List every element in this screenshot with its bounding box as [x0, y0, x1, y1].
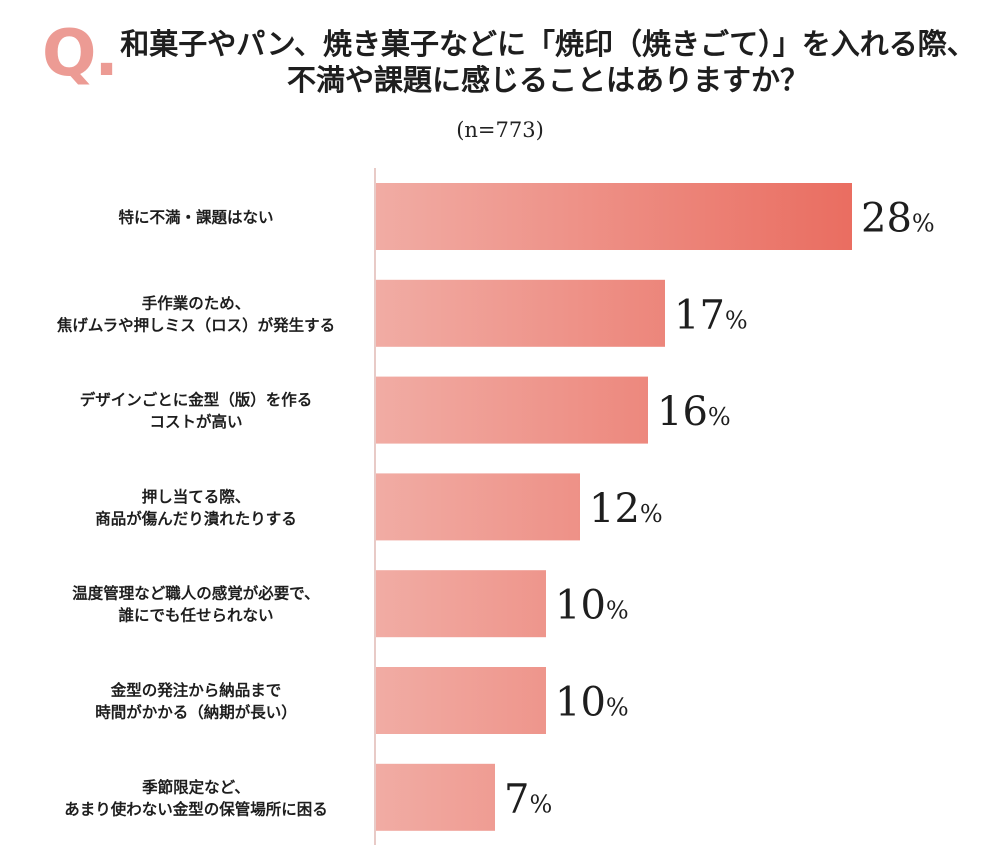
value-label-0: 28%	[861, 196, 935, 242]
value-number-5: 10	[555, 680, 606, 726]
value-unit-3: %	[640, 500, 663, 528]
chart-title-line-1: 和菓子やパン、焼き菓子などに「焼印（焼きごて）」を入れる際、	[120, 27, 976, 61]
value-number-3: 12	[589, 486, 640, 532]
category-label-4-line-0: 温度管理など職人の感覚が必要で、	[72, 584, 319, 603]
bar-0	[376, 183, 852, 250]
value-unit-1: %	[725, 306, 748, 334]
sample-size: (n=773)	[456, 118, 544, 142]
category-label-0-line-0: 特に不満・課題はない	[118, 208, 273, 227]
value-unit-5: %	[606, 694, 629, 722]
category-label-1-line-1: 焦げムラや押しミス（ロス）が発生する	[56, 315, 335, 334]
category-label-3-line-1: 商品が傷んだり潰れたりする	[95, 509, 297, 528]
category-label-2-line-1: コストが高い	[149, 412, 242, 431]
value-number-6: 7	[504, 776, 529, 822]
chart-title: 和菓子やパン、焼き菓子などに「焼印（焼きごて）」を入れる際、 不満や課題に感じる…	[118, 26, 978, 98]
value-number-4: 10	[555, 583, 606, 629]
value-unit-6: %	[529, 790, 552, 818]
value-unit-4: %	[606, 597, 629, 625]
value-unit-0: %	[912, 210, 935, 238]
bar-4	[376, 570, 546, 638]
category-label-5-line-1: 時間がかかる（納期が長い）	[95, 703, 297, 722]
bar-2	[376, 376, 648, 444]
bar-3	[376, 473, 580, 541]
bar-5	[376, 667, 546, 734]
value-label-2: 16%	[657, 389, 731, 435]
category-label-1-line-0: 手作業のため、	[142, 293, 251, 312]
category-label-3-line-0: 押し当てる際、	[142, 487, 251, 506]
category-label-1: 手作業のため、焦げムラや押しミス（ロス）が発生する	[56, 293, 335, 334]
category-label-5-line-0: 金型の発注から納品まで	[110, 681, 282, 700]
value-number-1: 17	[674, 292, 725, 338]
value-label-5: 10%	[555, 680, 629, 726]
bar-6	[376, 763, 495, 831]
category-label-0: 特に不満・課題はない	[118, 208, 273, 227]
value-label-6: 7%	[504, 776, 552, 822]
question-mark-badge: Q.	[42, 17, 119, 91]
category-label-4: 温度管理など職人の感覚が必要で、誰にでも任せられない	[72, 584, 319, 625]
category-label-5: 金型の発注から納品まで時間がかかる（納期が長い）	[95, 681, 297, 722]
chart-title-line-2: 不満や課題に感じることはありますか？	[286, 63, 809, 97]
category-label-3: 押し当てる際、商品が傷んだり潰れたりする	[95, 487, 297, 528]
value-number-0: 28	[861, 196, 912, 242]
bar-1	[376, 279, 665, 347]
category-label-2-line-0: デザインごとに金型（版）を作る	[80, 390, 313, 409]
value-label-4: 10%	[555, 583, 629, 629]
category-label-6-line-1: あまり使わない金型の保管場所に困る	[64, 799, 328, 818]
category-label-2: デザインごとに金型（版）を作るコストが高い	[80, 390, 313, 431]
category-label-6-line-0: 季節限定など、	[141, 777, 250, 796]
value-label-3: 12%	[589, 486, 663, 532]
value-number-2: 16	[657, 389, 708, 435]
value-unit-2: %	[708, 403, 731, 431]
value-label-1: 17%	[674, 292, 748, 338]
category-label-4-line-1: 誰にでも任せられない	[118, 606, 273, 625]
category-label-6: 季節限定など、あまり使わない金型の保管場所に困る	[64, 777, 328, 818]
